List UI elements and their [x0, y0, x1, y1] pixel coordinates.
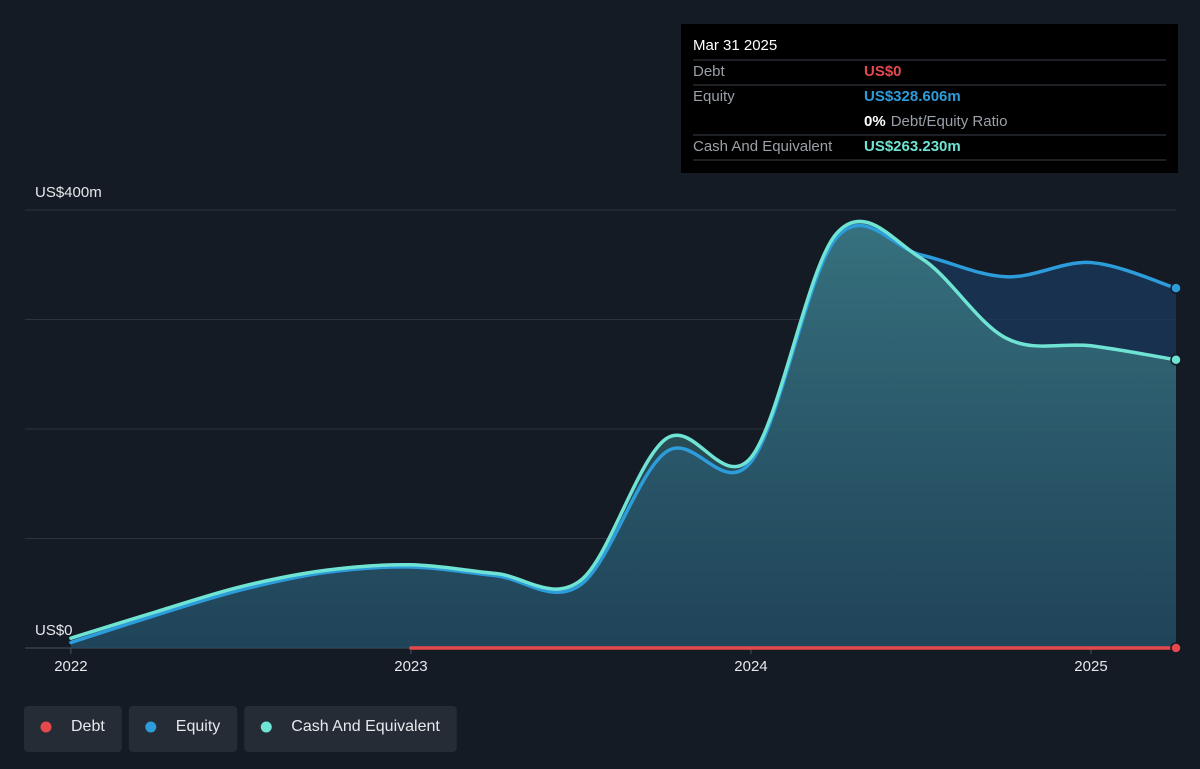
tooltip-ratio: 0% Debt/Equity Ratio — [864, 113, 1007, 130]
tooltip-label: Cash And Equivalent — [693, 138, 833, 155]
y-tick-label: US$0 — [35, 622, 73, 639]
tooltip-value: US$0 — [864, 63, 902, 80]
tooltip-value: US$328.606m — [864, 88, 961, 105]
legend-button[interactable] — [244, 706, 457, 752]
x-tick-label: 2023 — [394, 658, 427, 675]
end-point — [1170, 642, 1182, 654]
legend-swatch — [260, 721, 272, 733]
tooltip: Mar 31 2025 Debt US$0 Equity US$328.606m… — [681, 24, 1178, 173]
plot: US$0 US$400m 2022 2023 2024 2025 — [25, 184, 1182, 675]
tooltip-label: Equity — [693, 88, 735, 105]
legend-item[interactable]: Debt — [24, 706, 122, 752]
line — [69, 219, 1178, 640]
x-tick-label: 2022 — [54, 658, 87, 675]
legend-button[interactable] — [128, 706, 238, 752]
end-point — [1170, 282, 1182, 294]
legend: Debt Equity Cash And Equivalent — [24, 706, 457, 752]
legend-item[interactable]: Cash And Equivalent — [244, 706, 457, 752]
legend-button[interactable] — [24, 706, 122, 752]
ratio-label: Debt/Equity Ratio — [891, 113, 1008, 130]
tooltip-value: US$263.230m — [864, 138, 961, 155]
legend-swatch — [145, 721, 157, 733]
legend-swatch — [40, 721, 52, 733]
legend-label: Equity — [176, 718, 220, 735]
area — [70, 221, 1176, 648]
legend-item[interactable]: Equity — [128, 706, 238, 752]
legend-label: Debt — [71, 718, 105, 735]
line — [69, 223, 1178, 645]
tooltip-box — [681, 24, 1178, 173]
y-tick-label: US$400m — [35, 184, 102, 201]
x-tick-label: 2025 — [1074, 658, 1107, 675]
tooltip-date: Mar 31 2025 — [693, 37, 777, 54]
ratio-value: 0% — [864, 113, 886, 130]
tooltip-label: Debt — [693, 63, 726, 80]
x-tick-label: 2024 — [734, 658, 767, 675]
legend-label: Cash And Equivalent — [291, 718, 440, 735]
end-point — [1170, 354, 1182, 366]
